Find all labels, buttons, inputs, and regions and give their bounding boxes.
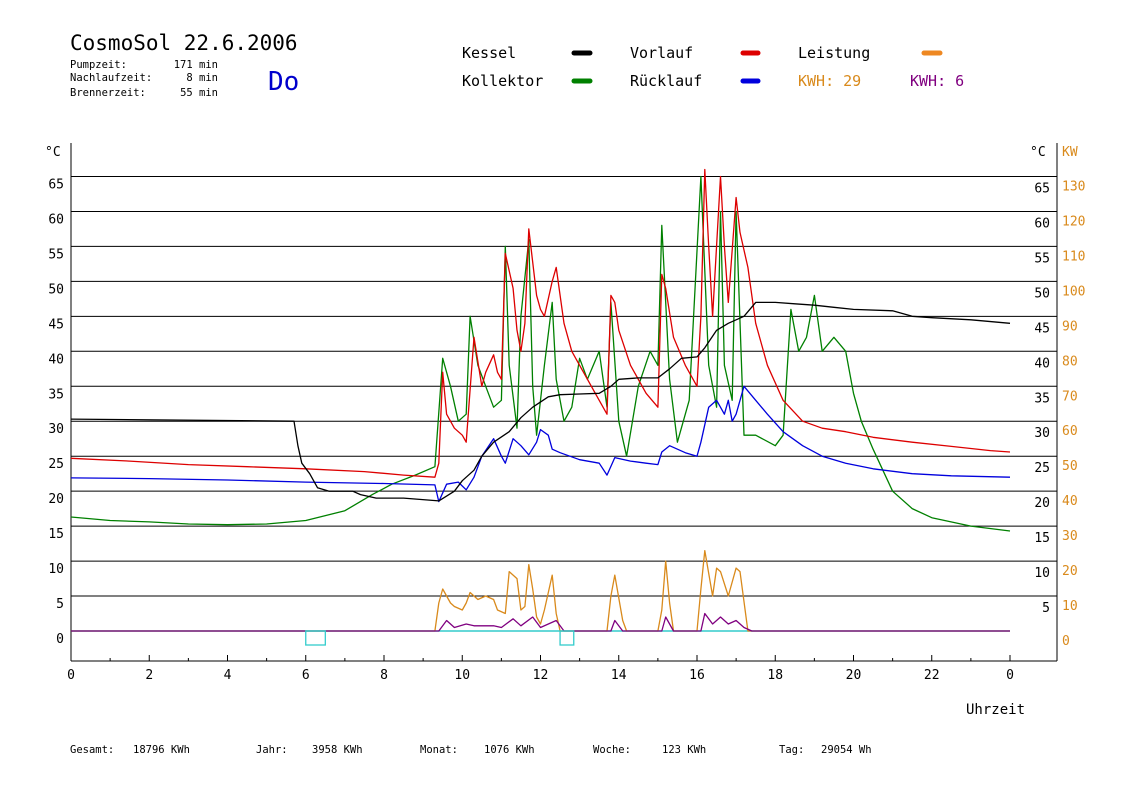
y-tick-label-kw: 90 (1062, 319, 1078, 334)
x-axis-label: Uhrzeit (966, 702, 1025, 718)
kwh-total-secondary: KWH: 6 (910, 72, 964, 90)
stat-label: Nachlaufzeit: (70, 72, 152, 84)
series-line-leistung (71, 549, 1010, 632)
series-line-kessel (70, 301, 1011, 502)
kwh-total-leistung: KWH: 29 (798, 72, 861, 90)
series-line-kwh-6 (71, 612, 1010, 632)
stats-block: Pumpzeit: 171 min Nachlaufzeit: 8 min Br… (70, 59, 218, 99)
x-tick-label: 16 (689, 668, 705, 683)
y-tick-label-kw: 0 (1062, 634, 1070, 649)
y-tick-label-kw: 50 (1062, 459, 1078, 474)
y-tick-label-kw: 120 (1062, 214, 1085, 229)
series-line-kollektor (70, 175, 1011, 532)
series-line-r-cklauf (70, 385, 1011, 503)
y-tick-label-kw: 20 (1062, 564, 1078, 579)
x-tick-label: 14 (611, 668, 627, 683)
y-tick-label-left: 10 (48, 562, 64, 577)
y-tick-label-left: 55 (48, 247, 64, 262)
stat-value: 55 min (180, 87, 218, 99)
stat-value: 8 min (186, 72, 218, 84)
y-tick-label-left: 65 (48, 178, 64, 193)
chart-title: CosmoSol 22.6.2006 (70, 31, 298, 55)
footer-label: Monat: (420, 744, 458, 756)
axis-ticks: 0 2 4 6 8 10 12 14 16 18 20 22 005101520253035404550… (48, 178, 1085, 684)
pump-marker (559, 630, 575, 646)
footer-label: Jahr: (256, 744, 288, 756)
x-tick-label: 20 (846, 668, 862, 683)
y-tick-label-right: 65 (1034, 182, 1050, 197)
y-tick-label-right: 15 (1034, 531, 1050, 546)
y-tick-label-kw: 70 (1062, 389, 1078, 404)
y-tick-label-left: 30 (48, 422, 64, 437)
stat-value: 171 min (174, 59, 218, 71)
day-label: Do (268, 67, 299, 97)
y-tick-label-right: 55 (1034, 251, 1050, 266)
footer-label: Gesamt: (70, 744, 114, 756)
legend: Kessel Vorlauf Leistung Kollektor Rückla… (462, 44, 964, 90)
legend-label-kessel: Kessel (462, 44, 516, 62)
y-tick-label-right: 10 (1034, 566, 1050, 581)
legend-label-leistung: Leistung (798, 44, 870, 62)
y-tick-label-kw: 110 (1062, 249, 1085, 264)
x-tick-label: 18 (767, 668, 783, 683)
y-axis-unit-kw: KW (1062, 145, 1078, 160)
y-axis-unit-left: °C (45, 145, 61, 160)
y-tick-label-right: 45 (1034, 321, 1050, 336)
x-tick-label: 4 (224, 668, 232, 683)
footer-value: 29054 Wh (821, 744, 872, 756)
legend-label-kollektor: Kollektor (462, 72, 543, 90)
stat-label: Pumpzeit: (70, 59, 127, 71)
y-tick-label-left: 20 (48, 492, 64, 507)
x-tick-label: 6 (302, 668, 310, 683)
y-tick-label-right: 5 (1042, 601, 1050, 616)
x-tick-label: 22 (924, 668, 940, 683)
y-tick-label-left: 15 (48, 527, 64, 542)
y-tick-label-kw: 130 (1062, 180, 1085, 195)
y-tick-label-right: 60 (1034, 216, 1050, 231)
y-axis-unit-right: °C (1030, 145, 1046, 160)
y-tick-label-left: 0 (56, 632, 64, 647)
y-tick-label-kw: 80 (1062, 354, 1078, 369)
stat-label: Brennerzeit: (70, 87, 146, 99)
y-tick-label-kw: 40 (1062, 494, 1078, 509)
y-tick-label-kw: 100 (1062, 284, 1085, 299)
y-tick-label-left: 25 (48, 457, 64, 472)
footer-totals: Gesamt: 18796 KWh Jahr: 3958 KWh Monat: … (70, 744, 872, 756)
legend-label-vorlauf: Vorlauf (630, 44, 693, 62)
footer-value: 3958 KWh (312, 744, 363, 756)
y-tick-label-right: 20 (1034, 496, 1050, 511)
y-tick-label-kw: 30 (1062, 529, 1078, 544)
y-tick-label-right: 35 (1034, 391, 1050, 406)
footer-value: 18796 KWh (133, 744, 190, 756)
x-tick-label: 8 (380, 668, 388, 683)
footer-label: Woche: (593, 744, 631, 756)
y-tick-label-left: 50 (48, 282, 64, 297)
series-line-vorlauf (70, 168, 1011, 478)
x-tick-label: 0 (67, 668, 75, 683)
y-tick-label-kw: 10 (1062, 599, 1078, 614)
y-tick-label-right: 30 (1034, 426, 1050, 441)
y-tick-label-right: 25 (1034, 461, 1050, 476)
pump-marker (305, 630, 326, 646)
footer-value: 123 KWh (662, 744, 706, 756)
x-tick-label: 2 (145, 668, 153, 683)
y-tick-label-left: 60 (48, 212, 64, 227)
x-tick-label: 0 (1006, 668, 1014, 683)
y-tick-label-kw: 60 (1062, 424, 1078, 439)
footer-value: 1076 KWh (484, 744, 535, 756)
y-tick-label-left: 40 (48, 352, 64, 367)
legend-label-ruecklauf: Rücklauf (630, 72, 702, 90)
y-tick-label-left: 45 (48, 317, 64, 332)
footer-label: Tag: (779, 744, 804, 756)
grid (70, 143, 1058, 662)
y-tick-label-right: 40 (1034, 356, 1050, 371)
y-tick-label-left: 5 (56, 597, 64, 612)
marker-group (305, 630, 575, 646)
x-tick-label: 10 (454, 668, 470, 683)
x-tick-label: 12 (533, 668, 549, 683)
series-group (70, 168, 1011, 632)
y-tick-label-left: 35 (48, 387, 64, 402)
y-tick-label-right: 50 (1034, 286, 1050, 301)
